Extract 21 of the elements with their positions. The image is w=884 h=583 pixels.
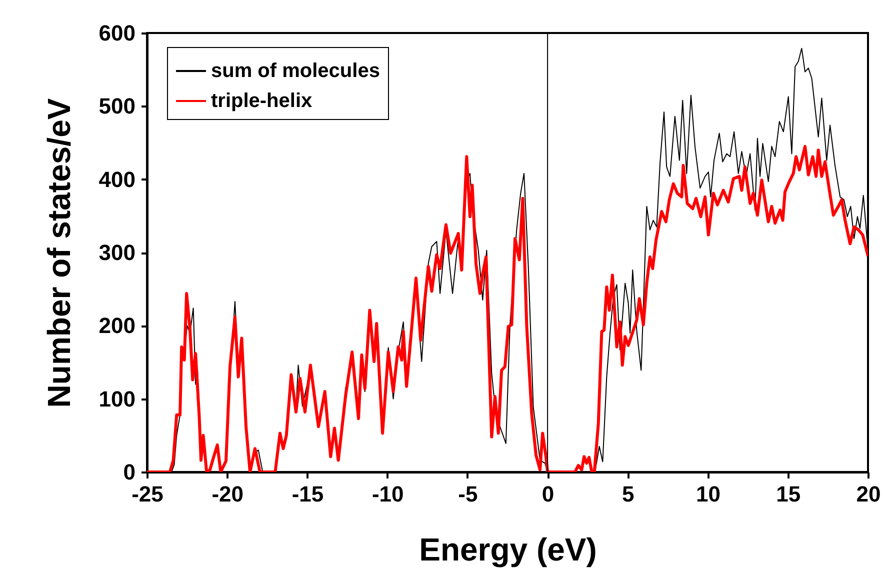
x-tick-label: 15 <box>776 482 801 506</box>
x-tick-label: 0 <box>542 482 554 506</box>
legend-label: sum of molecules <box>211 60 380 82</box>
legend-label: triple-helix <box>211 90 312 112</box>
y-tick-label: 100 <box>98 386 136 412</box>
x-tick-label: -15 <box>292 482 324 506</box>
y-tick-label: 300 <box>98 240 136 265</box>
x-tick-label: 10 <box>696 482 721 506</box>
x-axis-title: Energy (eV) <box>419 532 597 568</box>
y-tick-label: 0 <box>123 460 136 484</box>
x-tick-label: 5 <box>622 482 634 506</box>
x-tick-label: -5 <box>458 482 478 506</box>
y-tick-label: 500 <box>98 94 136 119</box>
x-tick-label: -10 <box>372 482 404 506</box>
y-tick-label: 400 <box>98 166 136 192</box>
y-tick-label: 600 <box>98 20 136 46</box>
y-tick-label: 200 <box>98 313 136 338</box>
x-tick-label: -25 <box>132 482 164 506</box>
x-tick-label: 20 <box>856 482 881 506</box>
x-tick-label: -20 <box>212 482 244 506</box>
y-axis-title: Number of states/eV <box>40 98 77 408</box>
